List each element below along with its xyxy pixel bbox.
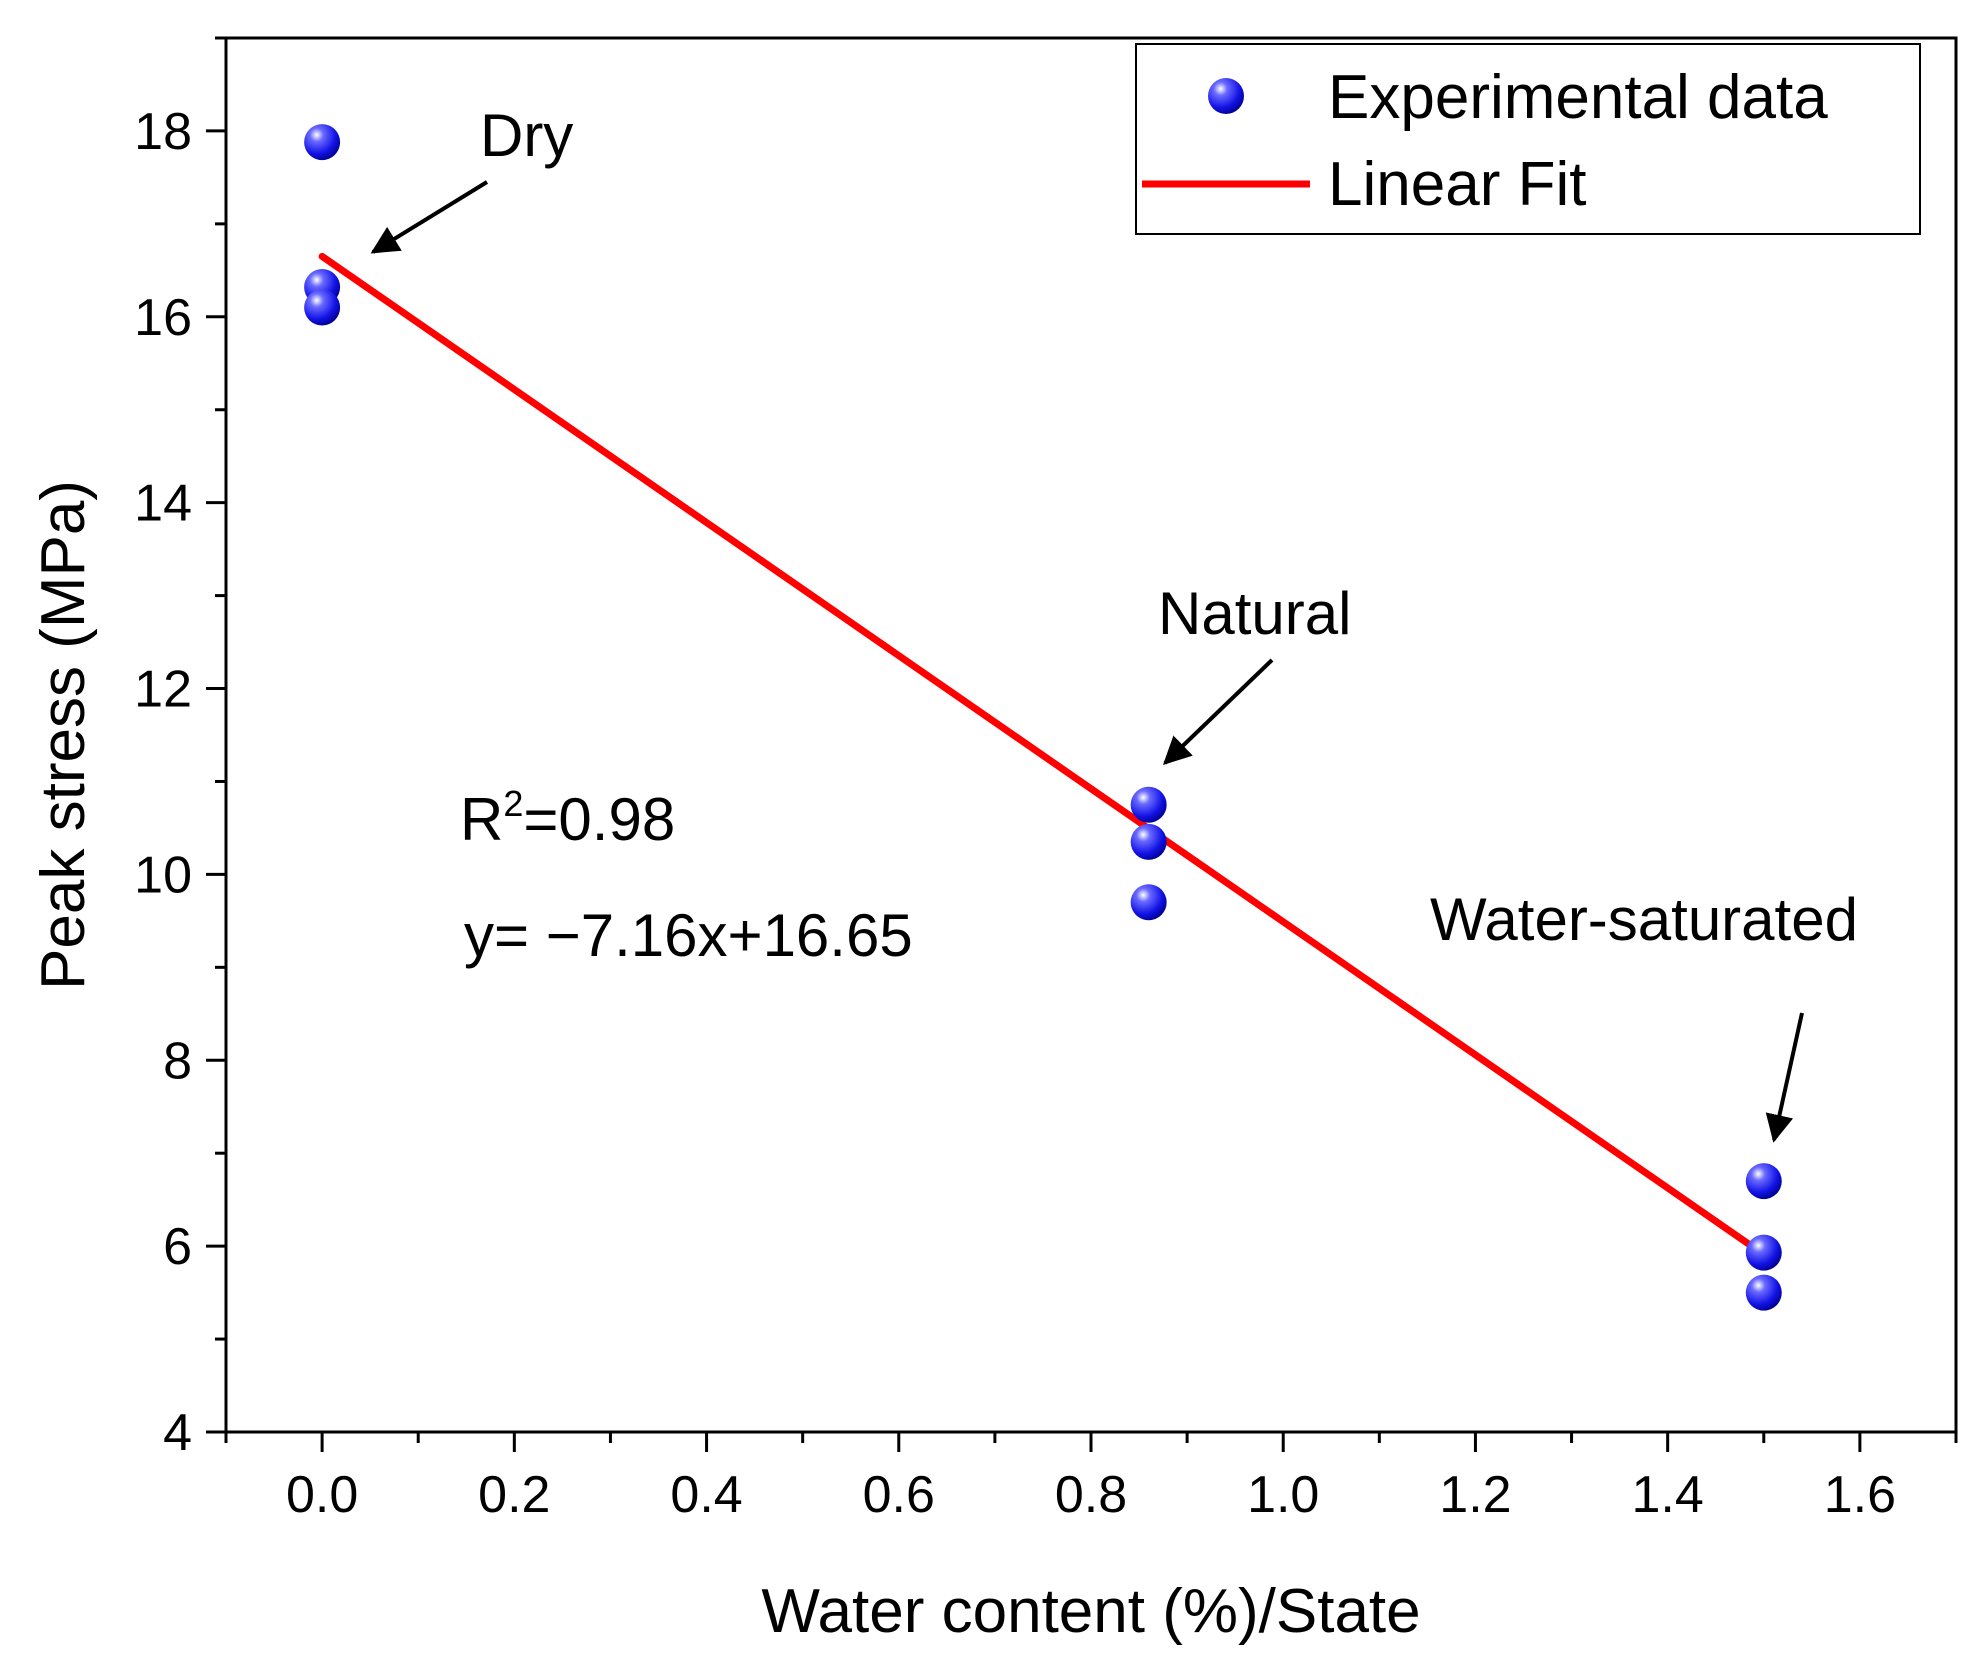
natural-label: Natural (1158, 580, 1351, 647)
y-tick-label: 8 (163, 1032, 192, 1090)
dry-arrow (373, 182, 487, 252)
natural-arrow (1165, 660, 1272, 763)
data-point (304, 124, 340, 160)
x-tick-label: 0.8 (1055, 1466, 1127, 1524)
legend-label-experimental-data: Experimental data (1328, 63, 1828, 132)
x-tick-label: 0.6 (863, 1466, 935, 1524)
x-tick-label: 0.0 (286, 1466, 358, 1524)
y-tick-label: 6 (163, 1218, 192, 1276)
y-tick-label: 10 (134, 846, 192, 904)
data-point (1131, 884, 1167, 920)
x-tick-label: 0.4 (670, 1466, 742, 1524)
water-saturated-label: Water-saturated (1430, 886, 1858, 953)
x-tick-label: 1.2 (1439, 1466, 1511, 1524)
plot-frame (226, 38, 1956, 1432)
y-axis: 4 6 8 10 12 14 16 18 (134, 38, 226, 1462)
r-squared-prefix: R (460, 786, 503, 853)
x-tick-label: 1.0 (1247, 1466, 1319, 1524)
data-point (1746, 1275, 1782, 1311)
fit-equation-annotation: y= −7.16x+16.65 (464, 902, 913, 969)
y-tick-label: 12 (134, 661, 192, 719)
experimental-data-points (304, 124, 1782, 1311)
data-point (304, 290, 340, 326)
x-tick-label: 1.4 (1632, 1466, 1704, 1524)
y-tick-label: 14 (134, 475, 192, 533)
chart: 0.0 0.2 0.4 0.6 0.8 1.0 1.2 1.4 1.6 4 6 8 10 12 14 16 1… (0, 0, 1986, 1666)
data-point (1746, 1235, 1782, 1271)
y-tick-label: 16 (134, 289, 192, 347)
dry-label: Dry (480, 102, 573, 169)
data-point (1746, 1163, 1782, 1199)
r-squared-superscript: 2 (503, 783, 523, 824)
x-axis: 0.0 0.2 0.4 0.6 0.8 1.0 1.2 1.4 1.6 (226, 1432, 1956, 1524)
r-squared-value: =0.98 (523, 786, 675, 853)
x-axis-title: Water content (%)/State (761, 1577, 1420, 1646)
x-tick-label: 1.6 (1824, 1466, 1896, 1524)
legend-marker-experimental-data (1208, 78, 1244, 114)
r-squared-annotation: R2=0.98 (460, 783, 675, 853)
y-tick-label: 4 (163, 1404, 192, 1462)
y-tick-label: 18 (134, 103, 192, 161)
data-point (1131, 787, 1167, 823)
y-axis-title: Peak stress (MPa) (29, 480, 98, 990)
legend-label-linear-fit: Linear Fit (1328, 150, 1586, 219)
linear-fit-line (322, 256, 1764, 1254)
data-point (1131, 824, 1167, 860)
water-saturated-arrow (1774, 1013, 1802, 1140)
legend: Experimental data Linear Fit (1136, 44, 1920, 234)
x-tick-label: 0.2 (478, 1466, 550, 1524)
